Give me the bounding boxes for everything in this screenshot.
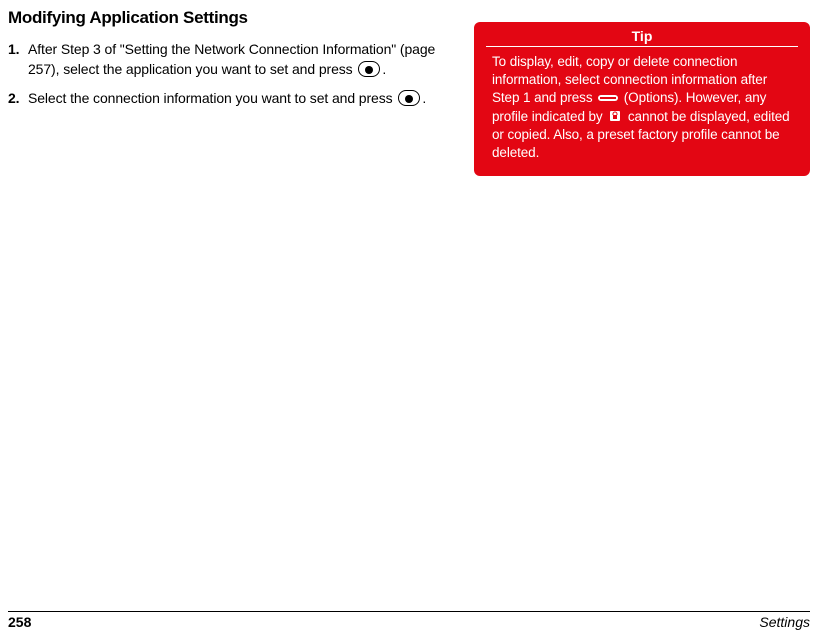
ok-button-icon [398,90,420,106]
tip-body: To display, edit, copy or delete connect… [474,53,810,176]
page-footer: 258 Settings [8,611,810,630]
step-2-number: 2. [8,89,28,109]
step-2-text-a: Select the connection information you wa… [28,90,396,106]
options-softkey-icon [598,92,618,104]
step-2: 2. Select the connection information you… [8,89,456,109]
section-name: Settings [759,614,810,630]
main-column: Modifying Application Settings 1. After … [8,8,456,176]
step-1-text-b: . [382,61,386,77]
tip-title: Tip [474,22,810,46]
step-2-text: Select the connection information you wa… [28,89,426,109]
step-1: 1. After Step 3 of "Setting the Network … [8,40,456,79]
side-column: Tip To display, edit, copy or delete con… [474,8,810,176]
tip-box: Tip To display, edit, copy or delete con… [474,22,810,176]
tip-divider [486,46,798,47]
steps-list: 1. After Step 3 of "Setting the Network … [8,40,456,109]
page-number: 258 [8,614,31,630]
page-title: Modifying Application Settings [8,8,456,28]
step-2-text-b: . [422,90,426,106]
step-1-text: After Step 3 of "Setting the Network Con… [28,40,456,79]
ok-button-icon [358,61,380,77]
step-1-number: 1. [8,40,28,79]
locked-profile-icon [608,109,622,123]
